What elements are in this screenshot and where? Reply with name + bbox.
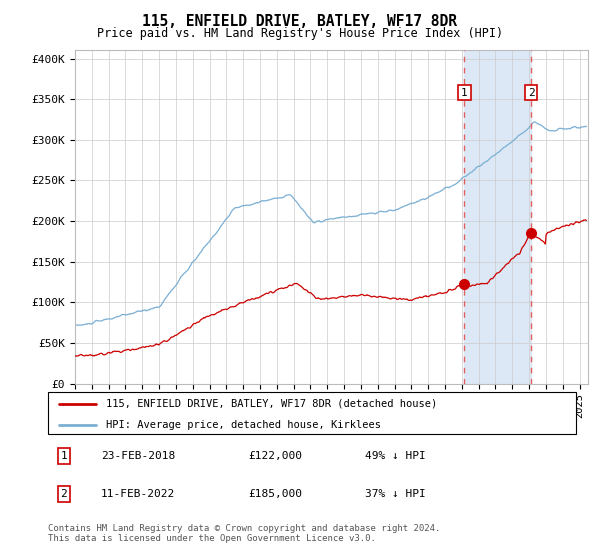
Bar	[464, 50, 531, 384]
Text: 115, ENFIELD DRIVE, BATLEY, WF17 8DR: 115, ENFIELD DRIVE, BATLEY, WF17 8DR	[143, 14, 458, 29]
Text: 11-FEB-2022: 11-FEB-2022	[101, 489, 175, 499]
Text: 37% ↓ HPI: 37% ↓ HPI	[365, 489, 425, 499]
Text: 2: 2	[61, 489, 67, 499]
Text: 2: 2	[528, 88, 535, 97]
Text: Contains HM Land Registry data © Crown copyright and database right 2024.
This d: Contains HM Land Registry data © Crown c…	[48, 524, 440, 543]
FancyBboxPatch shape	[48, 392, 576, 434]
Text: £185,000: £185,000	[248, 489, 302, 499]
Text: 115, ENFIELD DRIVE, BATLEY, WF17 8DR (detached house): 115, ENFIELD DRIVE, BATLEY, WF17 8DR (de…	[106, 399, 437, 409]
Text: Price paid vs. HM Land Registry's House Price Index (HPI): Price paid vs. HM Land Registry's House …	[97, 27, 503, 40]
Text: 23-FEB-2018: 23-FEB-2018	[101, 451, 175, 461]
Text: 49% ↓ HPI: 49% ↓ HPI	[365, 451, 425, 461]
Text: 1: 1	[61, 451, 67, 461]
Text: £122,000: £122,000	[248, 451, 302, 461]
Text: 1: 1	[461, 88, 468, 97]
Text: HPI: Average price, detached house, Kirklees: HPI: Average price, detached house, Kirk…	[106, 420, 381, 430]
